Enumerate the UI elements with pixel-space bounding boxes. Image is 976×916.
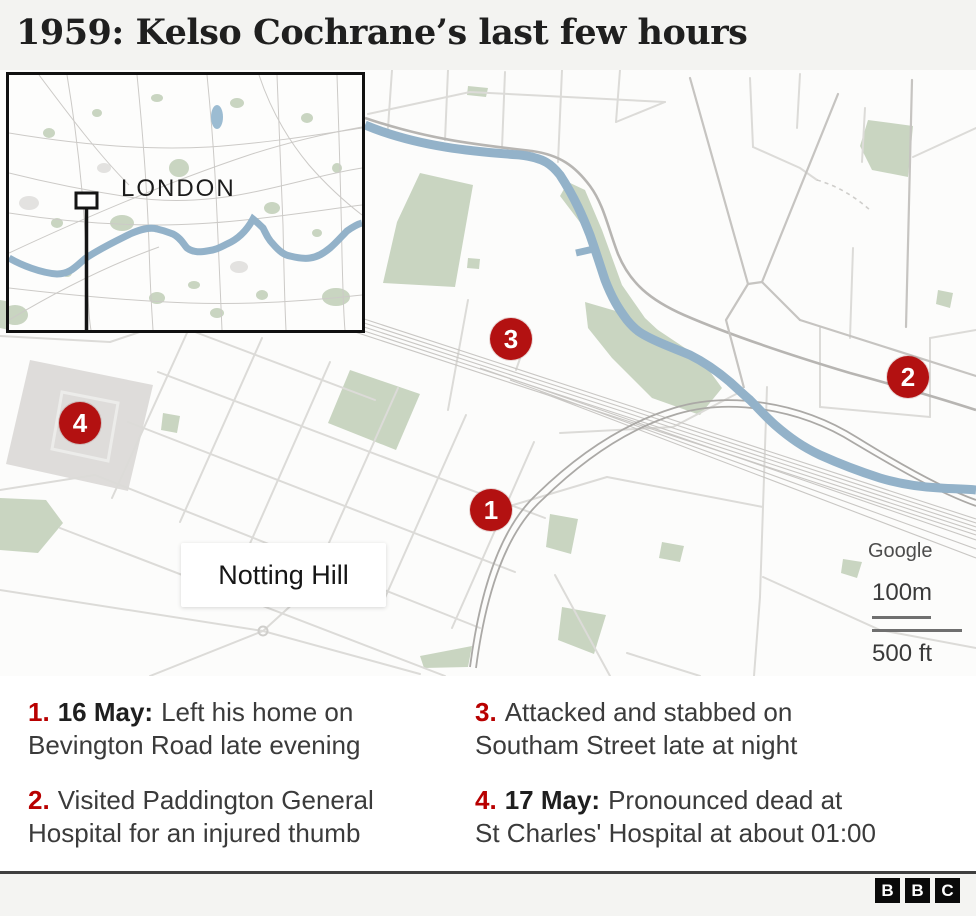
caption-text: Hospital for an injured thumb <box>28 818 361 848</box>
scale-metric: 100m <box>872 579 933 606</box>
main-map: LONDON 1 2 3 4 Notting Hill Google 100m … <box>0 70 976 676</box>
bbc-logo-letter: B <box>875 878 900 903</box>
caption-column-right: 3. Attacked and stabbed on Southam Street… <box>475 696 960 872</box>
scale-imperial: 500 ft <box>872 640 933 667</box>
main-road <box>364 116 976 412</box>
map-marker-1: 1 <box>470 489 512 531</box>
scale-imperial-bar <box>872 629 962 632</box>
inset-map: LONDON <box>6 72 365 333</box>
canal <box>363 120 976 495</box>
caption-date: 16 May: <box>57 697 154 727</box>
map-marker-3: 3 <box>490 318 532 360</box>
caption-item-4: 4. 17 May: Pronounced dead at St Charles' … <box>475 784 960 850</box>
caption-text: Southam Street late at night <box>475 730 798 760</box>
caption-number: 3. <box>475 697 497 727</box>
railway-curve <box>469 399 976 669</box>
bbc-logo-letter: B <box>905 878 930 903</box>
caption-number: 4. <box>475 785 497 815</box>
caption-column-left: 1. 16 May: Left his home on Bevington Road… <box>28 696 475 872</box>
caption-item-2: 2. Visited Paddington General Hospital fo… <box>28 784 475 850</box>
secondary-roads <box>688 76 976 378</box>
london-label: LONDON <box>121 175 236 202</box>
railway-lines <box>354 315 976 559</box>
caption-text: Attacked and stabbed on <box>504 697 793 727</box>
bbc-logo-letter: C <box>935 878 960 903</box>
caption-number: 1. <box>28 697 50 727</box>
river-thames <box>9 213 362 278</box>
caption-text: Left his home on <box>161 697 354 727</box>
minor-roads <box>0 70 976 676</box>
page-title: 1959: Kelso Cochrane’s last few hours <box>16 12 748 53</box>
map-marker-4: 4 <box>59 402 101 444</box>
caption-text: Bevington Road late evening <box>28 730 361 760</box>
caption-date: 17 May: <box>504 785 601 815</box>
basemap <box>0 70 976 676</box>
notting-hill-label: Notting Hill <box>181 543 386 607</box>
inset-builtup <box>19 163 248 273</box>
caption-text: Pronounced dead at <box>608 785 843 815</box>
caption-text: St Charles' Hospital at about 01:00 <box>475 818 876 848</box>
footer-bar: B B C <box>0 874 976 916</box>
caption-number: 2. <box>28 785 50 815</box>
caption-item-3: 3. Attacked and stabbed on Southam Street… <box>475 696 960 762</box>
scale-bar: 100m 500 ft <box>872 580 962 667</box>
caption-legend: 1. 16 May: Left his home on Bevington Road… <box>0 676 976 871</box>
caption-text: Visited Paddington General <box>57 785 374 815</box>
header-bar: 1959: Kelso Cochrane’s last few hours <box>0 0 976 70</box>
canal-bridge-road <box>724 319 746 389</box>
inset-focus-box <box>74 191 99 210</box>
bbc-logo: B B C <box>875 878 960 903</box>
google-attribution: Google <box>868 540 933 562</box>
footer-separator <box>0 871 976 874</box>
caption-item-1: 1. 16 May: Left his home on Bevington Road… <box>28 696 475 762</box>
map-marker-2: 2 <box>887 356 929 398</box>
scale-metric-bar <box>872 616 931 619</box>
inset-reservoir <box>211 105 223 129</box>
